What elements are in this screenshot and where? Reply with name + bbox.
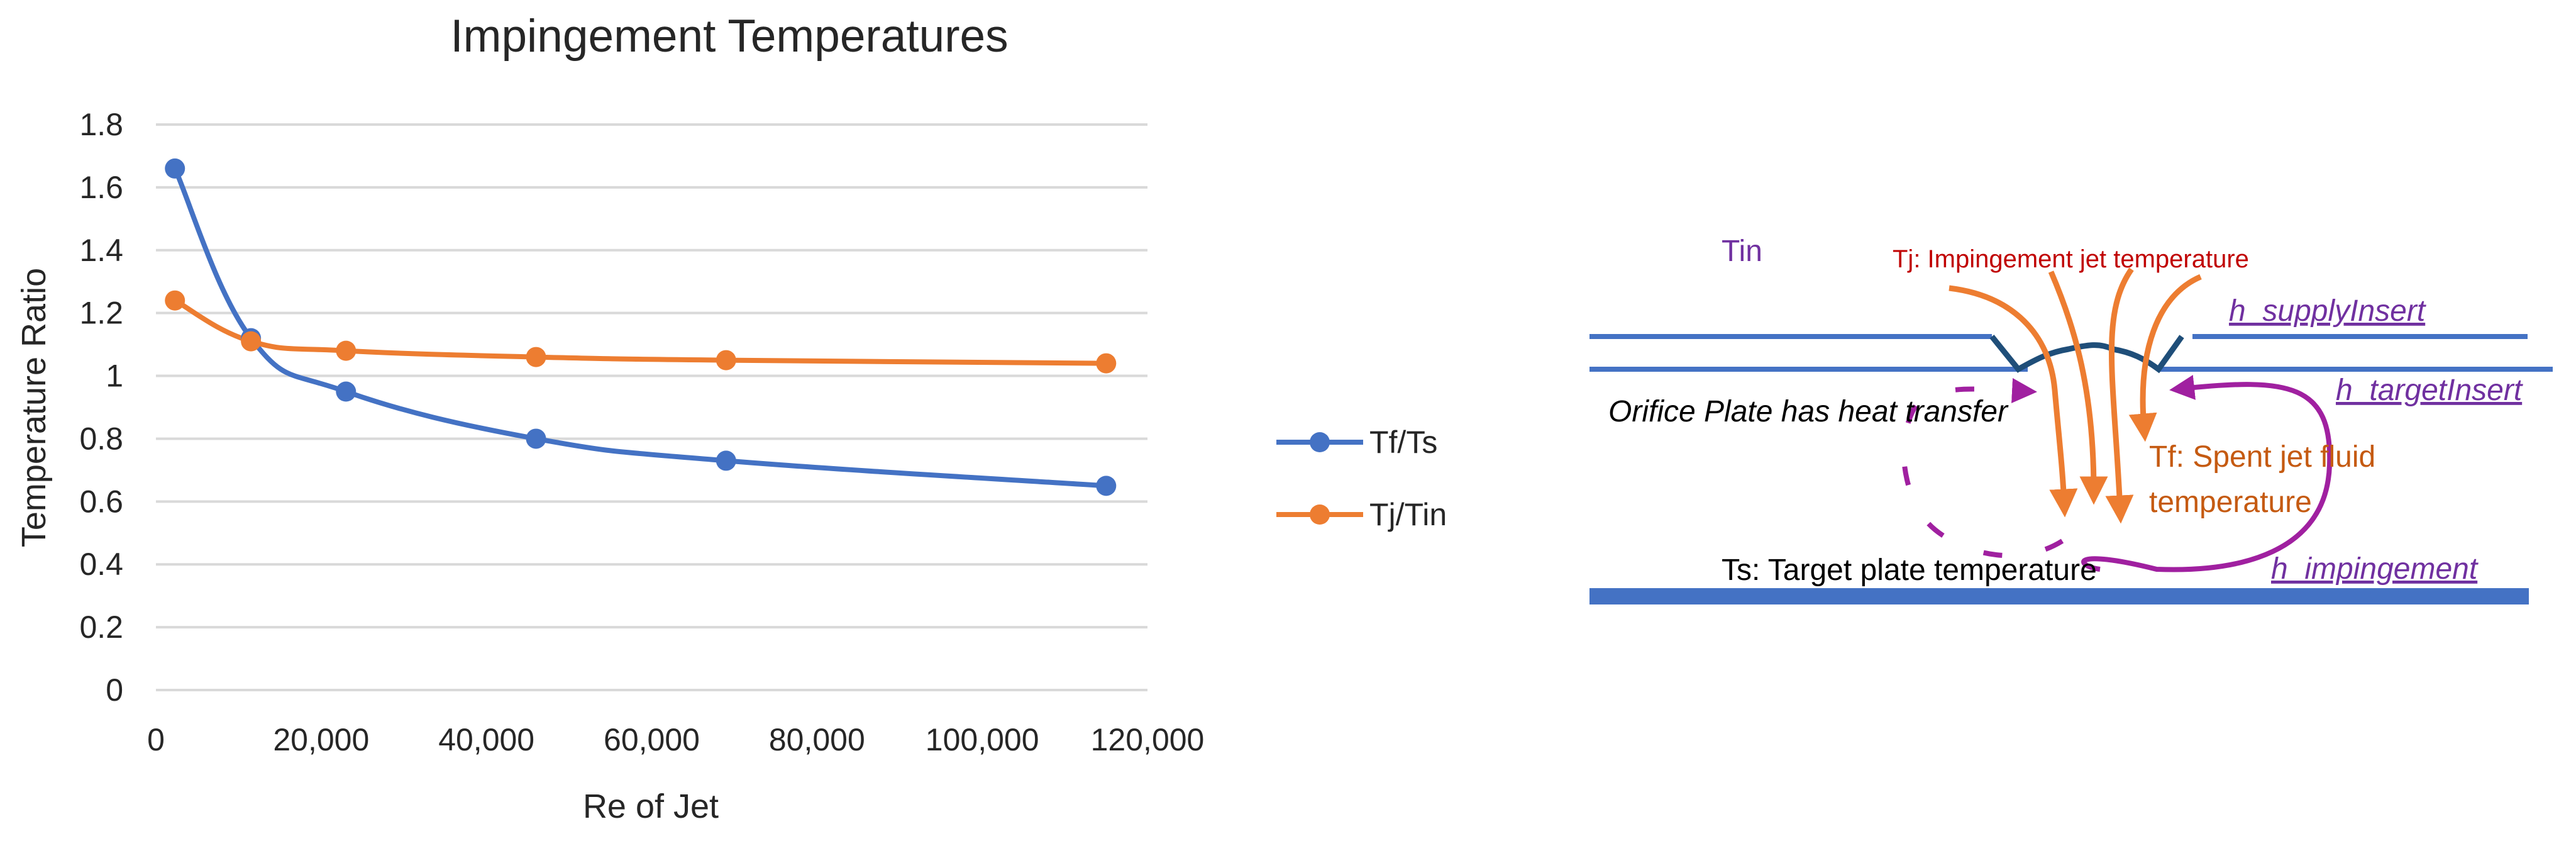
data-point [526,428,546,449]
legend-label: Tj/Tin [1369,497,1447,532]
gridlines [156,123,1147,691]
label-tin: Tin [1722,235,1762,268]
legend-swatch-marker [1310,504,1330,525]
x-axis-title: Re of Jet [583,788,719,825]
series-line [174,298,1107,366]
y-axis-title: Temperature Ratio [15,268,53,547]
series-points [165,158,1117,496]
x-tick-label: 60,000 [604,722,700,757]
y-tick-labels: 0 0.2 0.4 0.6 0.8 1 1.2 1.4 1.6 1.8 [79,107,123,708]
y-tick-label: 1.6 [79,170,123,205]
label-h-impingement: h_impingement [2271,552,2479,586]
y-tick-label: 0.6 [79,484,123,519]
y-tick-label: 1.2 [79,296,123,331]
data-point [165,158,185,179]
legend-label: Tf/Ts [1369,425,1437,460]
jet-flow-arrow [2105,267,2134,524]
x-tick-labels: 0 20,000 40,000 60,000 80,000 100,000 120,000 [147,722,1204,757]
recirculation-arrow [2081,375,2333,572]
series-line [172,167,1107,489]
x-tick-label: 40,000 [438,722,534,757]
label-h-target: h_targetInsert [2336,374,2523,407]
y-tick-label: 1 [106,359,123,394]
y-tick-label: 0.8 [79,421,123,456]
x-tick-label: 120,000 [1091,722,1205,757]
recirculation-arrow-dashed [1901,378,2064,559]
data-point [716,450,736,471]
jet-flow-arrow [1949,285,2078,518]
impingement-diagram: Tin Tj: Impingement jet temperature h_su… [1589,235,2553,604]
data-point [241,331,262,352]
label-tf-line2: temperature [2149,486,2312,519]
jet-flow-arrow [2128,274,2202,442]
x-tick-label: 20,000 [273,722,369,757]
label-tf-line1: Tf: Spent jet fluid [2149,440,2375,474]
data-point [165,290,185,311]
line-chart: Impingement Temperatures 0 0.2 0.4 0.6 0.8 1 1… [15,11,1447,825]
y-tick-label: 1.8 [79,107,123,142]
jet-flow-arrow [2048,270,2108,505]
label-tj: Tj: Impingement jet temperature [1893,245,2249,273]
orifice-shape [1989,335,2184,374]
chart-title: Impingement Temperatures [450,11,1008,62]
y-tick-label: 0 [106,672,123,708]
label-h-supply: h_supplyInsert [2229,294,2426,328]
data-point [1096,353,1117,374]
data-point [1096,476,1117,496]
label-ts: Ts: Target plate temperature [1722,554,2097,587]
x-tick-label: 100,000 [926,722,1039,757]
x-tick-label: 0 [147,722,165,757]
legend-swatch-marker [1310,432,1330,452]
legend: Tf/Ts Tj/Tin [1276,425,1447,532]
y-tick-label: 0.2 [79,610,123,645]
data-point [336,340,357,361]
x-tick-label: 80,000 [769,722,865,757]
data-point [336,381,357,402]
data-point [716,350,736,370]
label-orifice: Orifice Plate has heat transfer [1608,395,2009,428]
y-tick-label: 0.4 [79,547,123,582]
y-tick-label: 1.4 [79,233,123,268]
data-point [526,347,546,367]
target-plate [1589,588,2529,604]
